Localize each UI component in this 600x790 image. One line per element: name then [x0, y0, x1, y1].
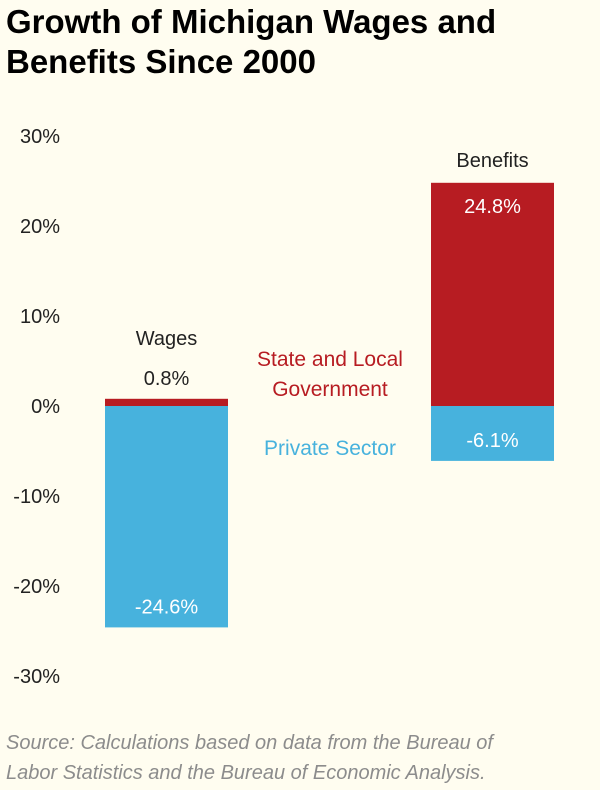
bar-private-wages [105, 406, 228, 628]
y-tick-label: 10% [20, 306, 60, 328]
legend-government-line-1: State and Local [257, 348, 403, 371]
y-tick-label: 20% [20, 216, 60, 238]
legend-private: Private Sector [264, 437, 396, 460]
y-tick-label: 0% [31, 396, 60, 418]
y-tick-label: 30% [20, 126, 60, 148]
data-label-private-benefits: -6.1% [466, 430, 518, 452]
legend-government-line-2: Government [272, 378, 388, 401]
data-label-government-wages: 0.8% [144, 368, 190, 390]
title-line-2: Benefits Since 2000 [6, 43, 316, 80]
data-label-government-benefits: 24.8% [464, 196, 521, 218]
bar-private-benefits [431, 406, 554, 461]
y-tick-label: -20% [13, 576, 60, 598]
data-label-private-wages: -24.6% [135, 596, 199, 618]
source-line-2: Labor Statistics and the Bureau of Econo… [6, 762, 486, 784]
bar-government-benefits [431, 182, 554, 406]
bar-government-wages [105, 398, 228, 406]
source-line-1: Source: Calculations based on data from … [6, 732, 493, 754]
category-label-benefits: Benefits [456, 150, 528, 172]
y-tick-label: -10% [13, 486, 60, 508]
chart-title: Growth of Michigan Wages and Benefits Si… [6, 2, 496, 82]
y-tick-label: -30% [13, 666, 60, 688]
source-note: Source: Calculations based on data from … [6, 728, 493, 788]
title-line-1: Growth of Michigan Wages and [6, 3, 497, 40]
category-label-wages: Wages [136, 328, 198, 350]
